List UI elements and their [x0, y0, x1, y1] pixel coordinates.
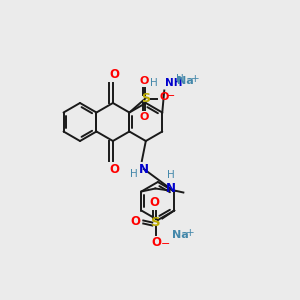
Text: S: S	[152, 216, 161, 229]
Text: Na: Na	[177, 76, 194, 85]
Text: −: −	[165, 91, 175, 100]
Text: O: O	[140, 112, 149, 122]
Text: O: O	[109, 68, 119, 81]
Text: N: N	[167, 182, 176, 195]
Text: O: O	[151, 236, 161, 250]
Text: N: N	[139, 163, 149, 176]
Text: H: H	[130, 169, 138, 179]
Text: O: O	[140, 76, 149, 85]
Text: +: +	[191, 74, 200, 83]
Text: H: H	[167, 169, 175, 179]
Text: O: O	[150, 196, 160, 208]
Text: H: H	[176, 74, 184, 85]
Text: O: O	[130, 215, 140, 228]
Text: NH: NH	[165, 77, 183, 88]
Text: Na: Na	[172, 230, 189, 239]
Text: H: H	[150, 77, 158, 88]
Text: O: O	[159, 92, 169, 103]
Text: −: −	[161, 238, 171, 248]
Text: O: O	[109, 163, 119, 176]
Text: +: +	[186, 227, 195, 238]
Text: S: S	[141, 92, 150, 105]
